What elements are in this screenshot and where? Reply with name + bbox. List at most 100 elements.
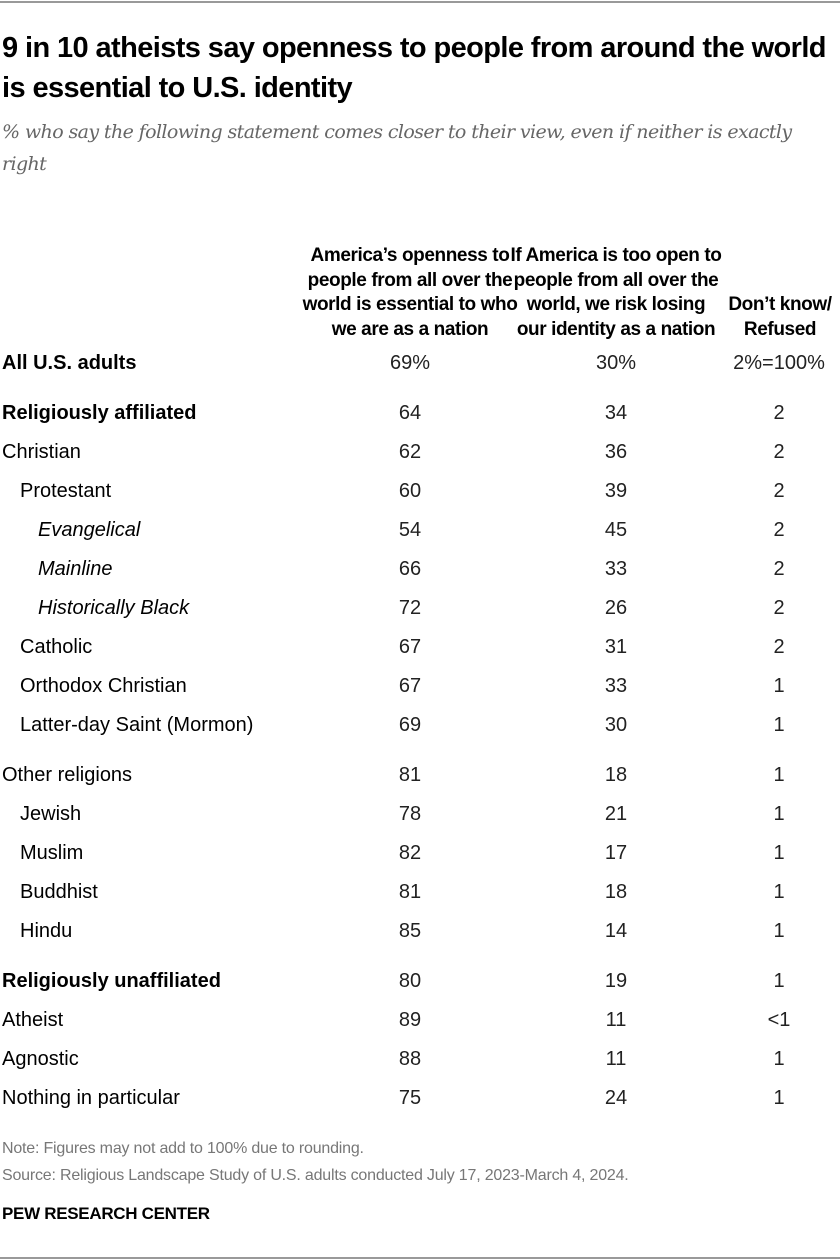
data-label-col1: 88 bbox=[398, 1048, 422, 1070]
row-label: Atheist bbox=[2, 1009, 64, 1031]
data-label-col1: 82 bbox=[398, 842, 422, 864]
row-group: All U.S. adults 69% 30% 2%=100% bbox=[0, 345, 840, 384]
column-header-risk-identity: If America is too open to people from al… bbox=[510, 245, 722, 340]
row-label: Orthodox Christian bbox=[20, 675, 187, 697]
table-row: Orthodox Christian 67 33 1 bbox=[0, 668, 840, 707]
table-row: Other religions 81 18 1 bbox=[0, 757, 840, 796]
data-label-col3: 1 bbox=[773, 842, 785, 864]
data-label-col3: 2 bbox=[773, 597, 785, 619]
data-label-col2: 17 bbox=[604, 842, 628, 864]
data-label-col3: 1 bbox=[773, 1048, 785, 1070]
data-label-col3: <1 bbox=[767, 1009, 791, 1031]
data-label-col2: 30 bbox=[604, 714, 628, 736]
table-row: Muslim 82 17 1 bbox=[0, 835, 840, 874]
data-label-col3: 2 bbox=[773, 441, 785, 463]
table-row: Religiously affiliated 64 34 2 bbox=[0, 395, 840, 434]
bottom-rule bbox=[0, 1257, 840, 1259]
data-label-col1: 69 bbox=[398, 714, 422, 736]
data-label-col2: 11 bbox=[605, 1009, 627, 1031]
data-label-col2: 26 bbox=[604, 597, 628, 619]
data-label-col2: 33 bbox=[604, 558, 628, 580]
row-label: Agnostic bbox=[2, 1048, 79, 1070]
data-label-col3: 2 bbox=[773, 402, 785, 424]
chart-subtitle: % who say the following statement comes … bbox=[2, 121, 792, 175]
data-label-col1: 72 bbox=[398, 597, 422, 619]
data-label-col2: 39 bbox=[604, 480, 628, 502]
data-label-col1: 89 bbox=[398, 1009, 422, 1031]
data-label-col1: 81 bbox=[398, 764, 422, 786]
data-label-col1: 67 bbox=[398, 636, 422, 658]
data-label-col2: 11 bbox=[605, 1048, 627, 1070]
data-label-col3: 1 bbox=[773, 803, 785, 825]
table-row: Hindu 85 14 1 bbox=[0, 913, 840, 952]
data-label-col1: 66 bbox=[398, 558, 422, 580]
data-label-col2: 24 bbox=[604, 1087, 628, 1109]
source-text: Source: Religious Landscape Study of U.S… bbox=[2, 1167, 629, 1184]
table-row: Agnostic 88 11 1 bbox=[0, 1041, 840, 1080]
row-group: Other religions 81 18 1 Jewish 78 21 1 Muslim 82 1… bbox=[0, 757, 840, 952]
table-row: Protestant 60 39 2 bbox=[0, 473, 840, 512]
data-label-col3: 2 bbox=[773, 636, 785, 658]
column-header-dont-know: Don’t know/ Refused bbox=[728, 294, 832, 340]
data-label-col3: 1 bbox=[773, 714, 785, 736]
row-label: Other religions bbox=[2, 764, 133, 786]
chart-title: 9 in 10 atheists say openness to people … bbox=[2, 32, 827, 104]
data-label-col1: 85 bbox=[398, 920, 422, 942]
row-label: Nothing in particular bbox=[2, 1087, 180, 1109]
row-label: Catholic bbox=[20, 636, 93, 658]
table-row: Latter-day Saint (Mormon) 69 30 1 bbox=[0, 707, 840, 746]
row-label: All U.S. adults bbox=[2, 352, 137, 374]
brand-logo-text: PEW RESEARCH CENTER bbox=[2, 1204, 210, 1223]
row-group: Religiously affiliated 64 34 2 Christian 62 36… bbox=[0, 395, 840, 746]
data-label-col3: 1 bbox=[773, 970, 785, 992]
table-row: Nothing in particular 75 24 1 bbox=[0, 1080, 840, 1119]
note-text: Note: Figures may not add to 100% due to… bbox=[2, 1140, 364, 1157]
data-label-col2: 30% bbox=[595, 352, 637, 374]
row-label: Latter-day Saint (Mormon) bbox=[20, 714, 254, 736]
data-label-col3: 1 bbox=[773, 1087, 785, 1109]
row-label: Mainline bbox=[38, 558, 113, 580]
row-group: Religiously unaffiliated 80 19 1 Atheist 89 11… bbox=[0, 963, 840, 1119]
row-label: Christian bbox=[2, 441, 81, 463]
data-label-col3: 1 bbox=[773, 675, 785, 697]
data-label-col2: 31 bbox=[604, 636, 628, 658]
row-label: Historically Black bbox=[38, 597, 190, 619]
data-label-col3: 1 bbox=[773, 881, 785, 903]
table-row: Atheist 89 11 <1 bbox=[0, 1002, 840, 1041]
data-label-col2: 34 bbox=[604, 402, 628, 424]
data-label-col2: 33 bbox=[604, 675, 628, 697]
table-row: Catholic 67 31 2 bbox=[0, 629, 840, 668]
table-row: Mainline 66 33 2 bbox=[0, 551, 840, 590]
row-label: Muslim bbox=[20, 842, 84, 864]
data-label-col3: 2 bbox=[773, 519, 785, 541]
table-body: All U.S. adults 69% 30% 2%=100% Religiously … bbox=[0, 345, 840, 1130]
data-label-col2: 36 bbox=[604, 441, 628, 463]
data-label-col2: 21 bbox=[604, 803, 628, 825]
data-label-col2: 18 bbox=[604, 881, 628, 903]
data-label-col1: 64 bbox=[398, 402, 422, 424]
table-row: Buddhist 81 18 1 bbox=[0, 874, 840, 913]
data-label-col2: 45 bbox=[604, 519, 628, 541]
data-label-col1: 80 bbox=[398, 970, 422, 992]
data-label-col1: 67 bbox=[398, 675, 422, 697]
row-label: Hindu bbox=[20, 920, 73, 942]
data-label-col1: 69% bbox=[389, 352, 431, 374]
footnotes: Note: Figures may not add to 100% due to… bbox=[2, 1135, 629, 1189]
data-label-col1: 75 bbox=[398, 1087, 422, 1109]
row-label: Jewish bbox=[20, 803, 82, 825]
table-row: Evangelical 54 45 2 bbox=[0, 512, 840, 551]
row-label: Evangelical bbox=[38, 519, 141, 541]
table-row: Historically Black 72 26 2 bbox=[0, 590, 840, 629]
data-label-col3: 1 bbox=[773, 920, 785, 942]
data-label-col3: 2%=100% bbox=[733, 352, 825, 374]
table-row: Religiously unaffiliated 80 19 1 bbox=[0, 963, 840, 1002]
row-label: Protestant bbox=[20, 480, 112, 502]
data-label-col2: 14 bbox=[604, 920, 628, 942]
top-rule bbox=[0, 1, 840, 3]
data-label-col3: 1 bbox=[773, 764, 785, 786]
data-label-col3: 2 bbox=[773, 480, 785, 502]
data-label-col1: 78 bbox=[398, 803, 422, 825]
table-row: Jewish 78 21 1 bbox=[0, 796, 840, 835]
row-label: Buddhist bbox=[20, 881, 98, 903]
row-label: Religiously affiliated bbox=[2, 402, 197, 424]
